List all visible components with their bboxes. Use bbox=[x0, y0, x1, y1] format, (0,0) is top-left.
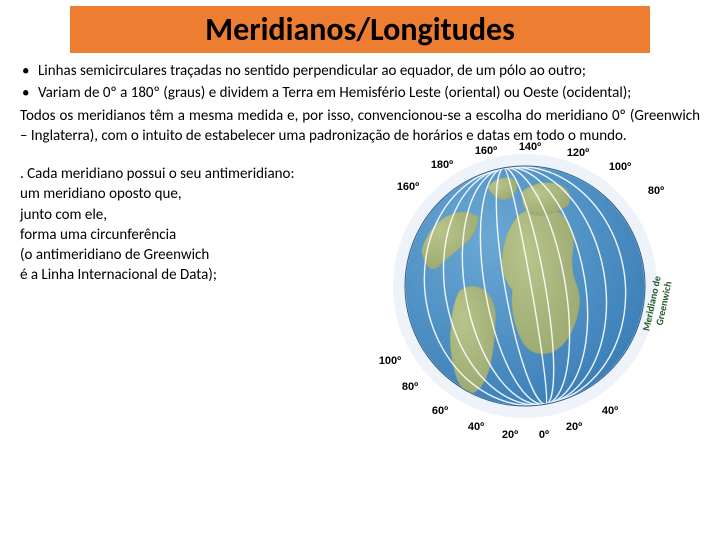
svg-text:80º: 80º bbox=[648, 185, 664, 197]
svg-text:0º: 0º bbox=[539, 429, 549, 441]
text-line: um meridiano oposto que, bbox=[20, 184, 350, 204]
svg-text:20º: 20º bbox=[566, 421, 582, 433]
svg-text:80º: 80º bbox=[402, 381, 418, 393]
svg-text:100º: 100º bbox=[609, 161, 631, 173]
svg-text:160º: 160º bbox=[397, 181, 419, 193]
text-line: forma uma circunferência bbox=[20, 225, 350, 245]
svg-text:140º: 140º bbox=[519, 141, 541, 153]
bullet-list: Linhas semicirculares traçadas no sentid… bbox=[20, 61, 700, 104]
globe-icon: 160º 180º 160º 140º 120º 100º 80º 100º 80º 60º 40º… bbox=[360, 136, 700, 456]
svg-text:60º: 60º bbox=[432, 405, 448, 417]
svg-text:40º: 40º bbox=[602, 405, 618, 417]
list-item: Linhas semicirculares traçadas no sentid… bbox=[38, 61, 700, 81]
text-line: junto com ele, bbox=[20, 205, 350, 225]
text-line: (o antimeridiano de Greenwich bbox=[20, 245, 350, 265]
title-bar: Meridianos/Longitudes bbox=[70, 6, 650, 53]
text-line: . Cada meridiano possui o seu antimeridi… bbox=[20, 164, 350, 184]
svg-text:40º: 40º bbox=[468, 421, 484, 433]
svg-text:20º: 20º bbox=[502, 429, 518, 441]
lower-section: . Cada meridiano possui o seu antimeridi… bbox=[0, 146, 720, 464]
list-item: Variam de 0º a 180º (graus) e dividem a … bbox=[38, 83, 700, 103]
svg-text:100º: 100º bbox=[379, 355, 401, 367]
svg-text:120º: 120º bbox=[567, 147, 589, 159]
page-title: Meridianos/Longitudes bbox=[205, 10, 515, 49]
svg-text:180º: 180º bbox=[431, 159, 453, 171]
bullet-block: Linhas semicirculares traçadas no sentid… bbox=[0, 53, 720, 104]
svg-text:160º: 160º bbox=[475, 145, 497, 157]
antimeridian-text: . Cada meridiano possui o seu antimeridi… bbox=[20, 164, 350, 464]
globe-diagram: 160º180º160º140º120º100º80º100º80º60º40º… bbox=[350, 164, 700, 464]
text-line: é a Linha Internacional de Data); bbox=[20, 265, 350, 285]
